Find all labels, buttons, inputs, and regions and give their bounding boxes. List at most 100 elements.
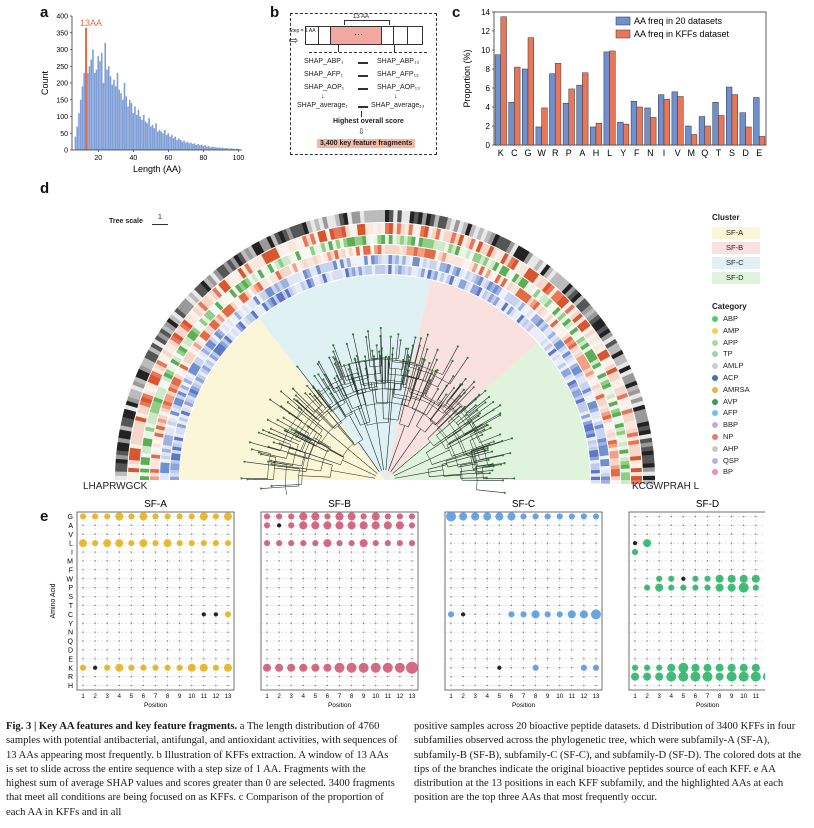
heat-ring-cell bbox=[160, 465, 170, 470]
tree-branch bbox=[371, 382, 375, 405]
background-dot bbox=[142, 640, 145, 642]
background-dot bbox=[694, 640, 697, 642]
background-dot bbox=[646, 604, 648, 607]
heat-ring-cell bbox=[436, 240, 443, 251]
histogram-bar bbox=[179, 139, 182, 150]
heat-ring-cell bbox=[328, 228, 336, 240]
heat-ring-cell bbox=[464, 223, 473, 236]
heat-ring-cell bbox=[142, 441, 152, 447]
category-legend-title: Category bbox=[712, 302, 747, 311]
panel-e-dotplots: SF-A1 2 3 4 5 6 7 8 9 10 11 12 13GAVLIMFWPSTCYNQDEKR… bbox=[50, 499, 765, 709]
bar-F-kffs bbox=[636, 106, 643, 146]
heat-ring-cell bbox=[261, 289, 270, 300]
tree-branch bbox=[429, 404, 443, 421]
heat-ring-cell bbox=[363, 255, 369, 265]
background-dot bbox=[82, 613, 84, 616]
heat-ring-cell bbox=[567, 341, 578, 351]
background-dot bbox=[474, 560, 476, 562]
tree-branch bbox=[428, 469, 444, 473]
heat-ring-cell bbox=[115, 467, 128, 472]
branch-tip-dot bbox=[428, 379, 432, 382]
heat-ring-cell bbox=[313, 218, 322, 232]
background-dot bbox=[166, 640, 169, 642]
background-dot bbox=[302, 560, 304, 562]
tree-branch bbox=[448, 406, 466, 423]
tree-branch bbox=[313, 419, 329, 433]
aa-dot-G bbox=[396, 513, 403, 520]
heat-ring-cell bbox=[434, 228, 442, 240]
histogram-bar bbox=[171, 134, 173, 150]
heat-ring-cell bbox=[615, 389, 627, 397]
heat-ring-cell bbox=[522, 306, 532, 316]
background-dot bbox=[278, 578, 280, 580]
heat-ring-cell bbox=[299, 281, 307, 291]
heat-ring-cell bbox=[590, 410, 601, 417]
heat-ring-cell bbox=[630, 463, 642, 469]
heat-ring-cell bbox=[346, 257, 352, 268]
heat-ring-cell bbox=[592, 386, 603, 394]
category-legend-item: AMRSA bbox=[712, 385, 750, 394]
tree-branch bbox=[304, 452, 324, 460]
x-tick-label: 13 bbox=[409, 694, 416, 700]
tree-branch bbox=[297, 404, 310, 419]
branch-tip-dot bbox=[270, 459, 273, 462]
heat-ring-cell bbox=[197, 283, 209, 295]
caption-right-text: positive samples across 20 bioactive pep… bbox=[414, 721, 802, 804]
background-dot bbox=[411, 533, 413, 535]
background-dot bbox=[718, 595, 721, 598]
heat-ring-cell bbox=[152, 443, 162, 449]
background-dot bbox=[203, 551, 205, 553]
heat-ring-cell bbox=[339, 238, 345, 249]
heat-ring-cell bbox=[227, 274, 238, 286]
heat-ring-cell bbox=[563, 353, 574, 362]
background-dot bbox=[450, 640, 452, 642]
tree-branch bbox=[452, 432, 460, 443]
background-dot bbox=[266, 622, 268, 624]
heat-ring-cell bbox=[562, 370, 572, 379]
heat-ring-cell bbox=[160, 462, 170, 467]
heat-ring-cell bbox=[137, 368, 150, 378]
heat-ring-cell bbox=[184, 316, 196, 327]
heat-ring-cell bbox=[141, 392, 154, 401]
tree-branch bbox=[442, 389, 464, 414]
heat-ring-cell bbox=[503, 279, 512, 290]
tree-branch bbox=[342, 448, 349, 457]
heat-ring-cell bbox=[454, 277, 462, 288]
heat-ring-cell bbox=[209, 353, 219, 362]
tree-branch bbox=[271, 484, 302, 487]
tree-branch bbox=[346, 343, 353, 364]
aa-dot-W bbox=[751, 574, 760, 583]
tree-branch bbox=[392, 361, 406, 364]
background-dot bbox=[571, 560, 573, 562]
heat-ring-cell bbox=[297, 236, 306, 249]
tree-branch bbox=[369, 366, 376, 368]
tree-branch bbox=[328, 405, 340, 413]
heat-ring-cell bbox=[599, 451, 609, 457]
heat-ring-cell bbox=[338, 269, 344, 279]
heat-ring-cell bbox=[585, 429, 595, 436]
background-dot bbox=[743, 595, 745, 598]
background-dot bbox=[559, 542, 561, 544]
heat-ring-cell bbox=[526, 323, 535, 333]
branch-tip-dot bbox=[436, 387, 439, 391]
aa-dot-C bbox=[460, 612, 466, 617]
heat-ring-cell bbox=[219, 340, 229, 349]
heat-ring-cell bbox=[128, 475, 140, 480]
tree-branch bbox=[294, 399, 318, 420]
heat-ring-cell bbox=[535, 291, 545, 301]
tree-branch bbox=[352, 406, 359, 409]
heat-ring-cell bbox=[266, 298, 275, 308]
heat-ring-cell bbox=[244, 277, 253, 287]
aa-dot-K bbox=[497, 665, 502, 670]
heat-ring-cell bbox=[349, 257, 355, 267]
heat-ring-cell bbox=[236, 251, 247, 265]
tree-branch bbox=[268, 453, 271, 465]
background-dot bbox=[94, 613, 96, 616]
x-tick-label: 1 bbox=[633, 694, 637, 700]
tree-branch bbox=[411, 380, 424, 409]
background-dot bbox=[474, 667, 476, 669]
aa-dot-A bbox=[395, 521, 404, 530]
background-dot bbox=[106, 613, 108, 616]
background-dot bbox=[595, 578, 597, 580]
bar-K-kffs bbox=[500, 16, 507, 146]
